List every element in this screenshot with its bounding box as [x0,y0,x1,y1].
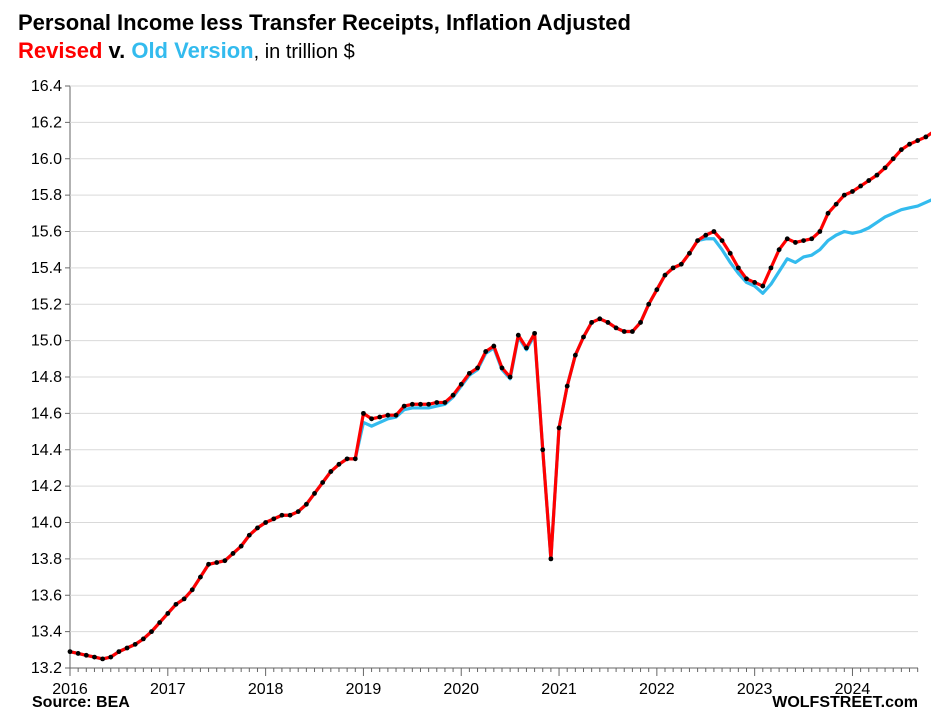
x-tick-label: 2018 [248,681,284,698]
x-tick-label: 2020 [443,681,479,698]
y-tick-label: 14.2 [31,478,62,495]
y-tick-label: 15.0 [31,333,62,350]
y-tick-label: 16.2 [31,114,62,131]
y-tick-label: 16.4 [31,78,62,95]
x-tick-label: 2022 [639,681,675,698]
y-tick-label: 13.2 [31,660,62,677]
y-tick-label: 15.2 [31,296,62,313]
x-tick-label: 2021 [541,681,577,698]
x-tick-label: 2023 [737,681,773,698]
y-ticks: 13.2 13.4 13.6 13.8 14.0 14.2 14.4 14.6 14.8 15.0… [31,78,918,677]
y-tick-label: 15.4 [31,260,62,277]
title-line2: Revised v. Old Version, in trillion $ [18,38,355,63]
chart-container: Personal Income less Transfer Receipts, … [0,0,931,715]
source-label: Source: BEA [32,694,130,711]
series-revised [70,84,931,659]
x-tick-label: 2019 [346,681,382,698]
x-tick-label: 2017 [150,681,186,698]
y-tick-label: 14.4 [31,442,62,459]
chart-title: Personal Income less Transfer Receipts, … [18,10,631,63]
y-tick-label: 14.6 [31,405,62,422]
title-line1: Personal Income less Transfer Receipts, … [18,10,631,35]
y-tick-label: 15.8 [31,187,62,204]
y-tick-label: 13.6 [31,587,62,604]
y-tick-label: 16.0 [31,151,62,168]
y-tick-label: 15.6 [31,224,62,241]
y-tick-label: 14.0 [31,515,62,532]
series-old [70,171,931,658]
y-tick-label: 13.8 [31,551,62,568]
chart-svg: Personal Income less Transfer Receipts, … [0,0,931,715]
y-tick-label: 14.8 [31,369,62,386]
site-label: WOLFSTREET.com [772,694,918,711]
y-tick-label: 13.4 [31,624,62,641]
series-revised-markers [68,82,931,662]
